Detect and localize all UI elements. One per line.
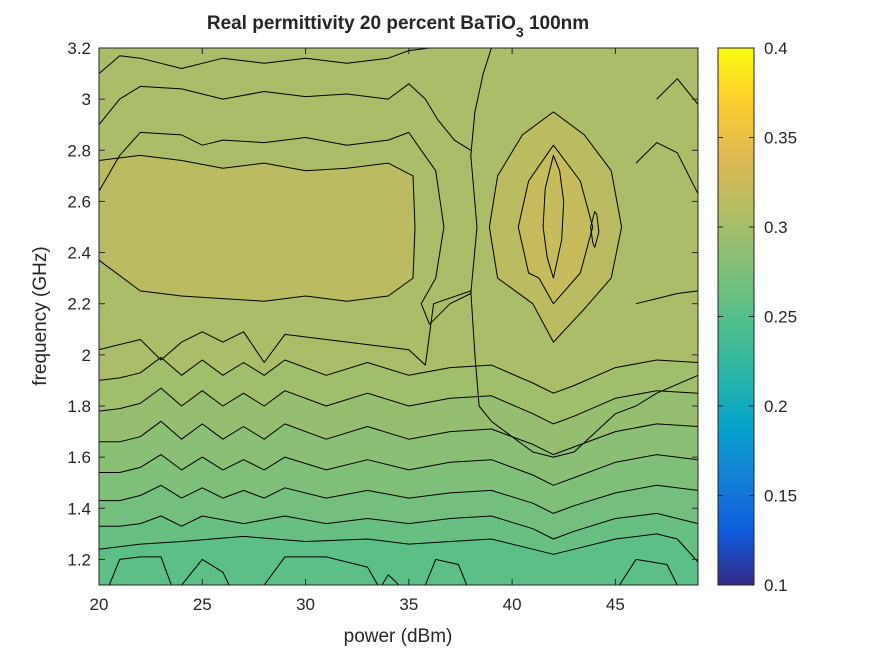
contour-line: [181, 558, 230, 585]
y-tick-label: 2: [82, 346, 91, 365]
contour-line: [381, 574, 399, 585]
colorbar-tick-label: 0.35: [764, 129, 797, 148]
title-suffix: 100nm: [524, 13, 589, 34]
contour-fill-region: [518, 145, 593, 304]
contour-line: [488, 111, 623, 343]
colorbar-ticks: 0.1 0.15 0.2 0.25 0.3 0.35 0.4: [718, 39, 797, 595]
y-tick-label: 2.6: [67, 192, 91, 211]
title-main: Real permittivity 20 percent BaTiO: [207, 13, 516, 34]
x-axis-label: power (dBm): [344, 626, 453, 647]
contour-line: [517, 144, 594, 305]
colorbar-tick-label: 0.3: [764, 218, 788, 237]
colorbar-tick-label: 0.25: [764, 308, 797, 327]
contour-line: [99, 420, 698, 456]
contour-fill-region: [99, 533, 698, 585]
y-axis: 1.2 1.4 1.6 1.8 2 2.2 2.4 2.6 2.8 3 3.2: [67, 39, 698, 569]
x-tick-label: 45: [606, 595, 625, 614]
contour-line: [99, 484, 698, 514]
x-tick-label: 35: [399, 595, 418, 614]
colorbar: 0.1 0.15 0.2 0.25 0.3 0.35 0.4: [717, 39, 797, 595]
contour-line: [635, 142, 698, 195]
contour-line: [424, 558, 468, 585]
contour-line: [656, 78, 698, 105]
contour-line: [99, 83, 472, 151]
contour-line: [99, 48, 430, 74]
contour-line: [99, 387, 698, 425]
plot-frame: [98, 47, 699, 586]
contour-line: [99, 48, 492, 325]
y-tick-label: 2.4: [67, 244, 91, 263]
contour-line: [99, 154, 416, 302]
y-tick-label: 2.2: [67, 295, 91, 314]
contour-line: [263, 556, 379, 585]
colorbar-tick-label: 0.15: [764, 487, 797, 506]
colorbar-tick-label: 0.1: [764, 576, 788, 595]
contour-line: [99, 356, 698, 394]
y-tick-label: 2.8: [67, 141, 91, 160]
title-subscript: 3: [516, 24, 524, 40]
contour-line: [99, 512, 698, 540]
contour-line: [635, 290, 698, 305]
y-tick-label: 1.8: [67, 397, 91, 416]
y-tick-label: 3: [82, 90, 91, 109]
x-tick-label: 20: [90, 595, 109, 614]
x-tick-label: 40: [503, 595, 522, 614]
colorbar-tick-label: 0.2: [764, 397, 788, 416]
contour-line: [542, 154, 565, 279]
y-axis-label: frequency (GHz): [30, 246, 51, 385]
y-tick-label: 1.6: [67, 448, 91, 467]
x-tick-label: 30: [296, 595, 315, 614]
y-tick-label: 1.4: [67, 499, 91, 518]
colorbar-gradient: [717, 47, 755, 586]
contour-line: [619, 558, 678, 585]
contour-line: [108, 556, 172, 585]
x-axis: 20 25 30 35 40 45: [90, 48, 625, 614]
y-tick-label: 1.2: [67, 550, 91, 569]
contour-line: [99, 290, 698, 458]
contour-lines: [99, 48, 698, 585]
contour-line: [99, 454, 698, 486]
contour-fill-region: [99, 155, 415, 302]
y-tick-label: 3.2: [67, 39, 91, 58]
chart-title: Real permittivity 20 percent BaTiO3 100n…: [207, 13, 589, 40]
contour-line: [590, 211, 600, 248]
contour-fills: [99, 48, 698, 585]
x-tick-label: 25: [193, 595, 212, 614]
plot-area: [98, 47, 699, 586]
colorbar-tick-label: 0.4: [764, 39, 788, 58]
contour-line: [99, 533, 698, 563]
